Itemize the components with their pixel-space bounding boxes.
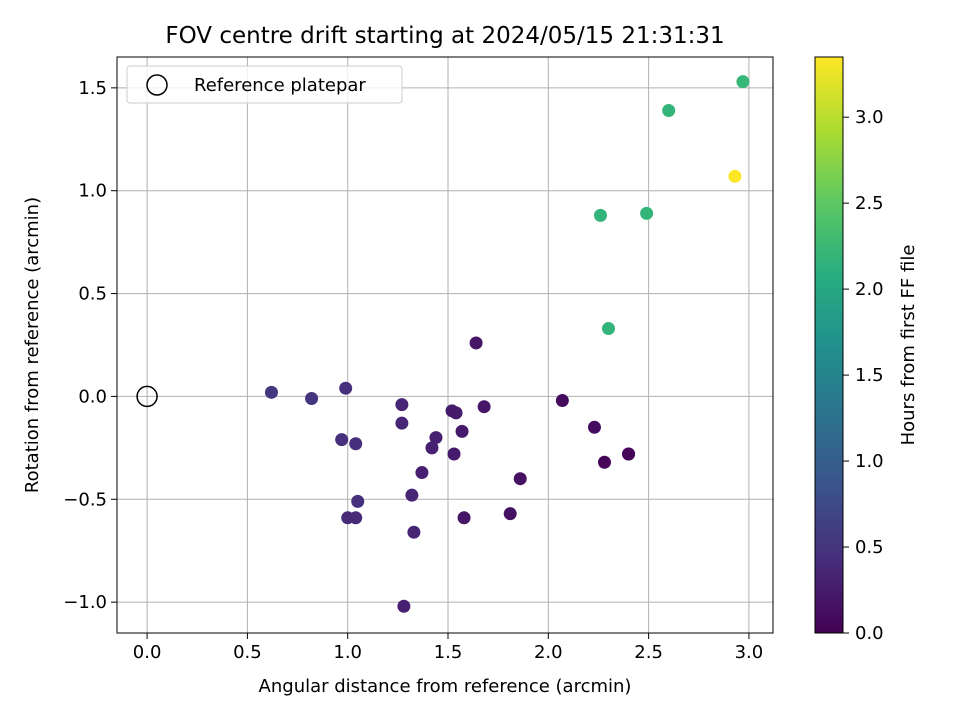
x-tick-label: 0.5 xyxy=(233,642,262,663)
plot-frame xyxy=(116,56,774,634)
data-point xyxy=(622,447,636,461)
data-point xyxy=(455,424,469,438)
legend: Reference platepar xyxy=(126,65,403,104)
data-point xyxy=(395,416,409,430)
data-point xyxy=(339,381,353,395)
colorbar-tick-label: 1.0 xyxy=(855,451,884,472)
x-tick-label: 2.5 xyxy=(634,642,663,663)
data-point xyxy=(447,447,461,461)
data-point xyxy=(555,394,569,408)
x-tick-label: 3.0 xyxy=(735,642,764,663)
data-point xyxy=(601,322,615,336)
data-point xyxy=(449,406,463,420)
y-tick-label: 0.0 xyxy=(78,386,107,407)
colorbar: 0.0 0.5 1.0 1.5 2.0 2.5 3.0 Hours from first F… xyxy=(814,56,919,644)
data-point xyxy=(477,400,491,414)
data-point xyxy=(736,75,750,89)
data-point xyxy=(351,494,365,508)
data-point xyxy=(728,169,742,183)
x-tick-label: 0.0 xyxy=(133,642,162,663)
reference-platepar-marker xyxy=(136,385,158,408)
y-axis-label: Rotation from reference (arcmin) xyxy=(22,197,43,493)
colorbar-tick-label: 2.0 xyxy=(855,279,884,300)
x-axis-label: Angular distance from reference (arcmin) xyxy=(259,676,632,697)
data-point xyxy=(662,103,676,117)
y-axis: −1.0 −0.5 0.0 0.5 1.0 1.5 xyxy=(63,78,117,613)
data-point xyxy=(264,385,278,399)
y-tick-label: −0.5 xyxy=(63,489,107,510)
x-tick-label: 2.0 xyxy=(534,642,563,663)
data-point xyxy=(407,525,421,539)
colorbar-tick-label: 0.0 xyxy=(855,623,884,644)
data-point xyxy=(503,507,517,521)
data-point xyxy=(597,455,611,469)
x-tick-label: 1.5 xyxy=(434,642,463,663)
data-point xyxy=(349,511,363,525)
data-points xyxy=(264,75,750,613)
colorbar-label: Hours from first FF file xyxy=(898,245,919,446)
y-tick-label: 0.5 xyxy=(78,284,107,305)
data-point xyxy=(335,433,349,447)
data-point xyxy=(397,599,411,613)
colorbar-tick-label: 0.5 xyxy=(855,537,884,558)
data-point xyxy=(513,472,527,486)
data-point xyxy=(395,398,409,412)
x-tick-label: 1.0 xyxy=(333,642,362,663)
data-point xyxy=(405,488,419,502)
chart-title: FOV centre drift starting at 2024/05/15 … xyxy=(165,23,724,49)
data-point xyxy=(415,466,429,480)
data-point xyxy=(425,441,439,455)
legend-label: Reference platepar xyxy=(194,75,366,96)
colorbar-ticks: 0.0 0.5 1.0 1.5 2.0 2.5 3.0 xyxy=(843,107,884,644)
legend-box xyxy=(126,65,403,104)
colorbar-tick-label: 3.0 xyxy=(855,107,884,128)
y-tick-label: −1.0 xyxy=(63,592,107,613)
data-point xyxy=(469,336,483,350)
data-point xyxy=(457,511,471,525)
y-tick-label: 1.5 xyxy=(78,78,107,99)
data-point xyxy=(429,431,443,445)
data-point xyxy=(640,206,654,220)
y-tick-label: 1.0 xyxy=(78,181,107,202)
legend-marker-icon xyxy=(146,74,168,96)
data-point xyxy=(349,437,363,451)
data-point xyxy=(305,391,319,405)
colorbar-gradient xyxy=(814,56,844,634)
x-axis: 0.0 0.5 1.0 1.5 2.0 2.5 3.0 xyxy=(133,633,763,663)
colorbar-tick-label: 1.5 xyxy=(855,365,884,386)
colorbar-tick-label: 2.5 xyxy=(855,193,884,214)
data-point xyxy=(587,420,601,434)
data-point xyxy=(593,208,607,222)
grid xyxy=(117,57,773,633)
